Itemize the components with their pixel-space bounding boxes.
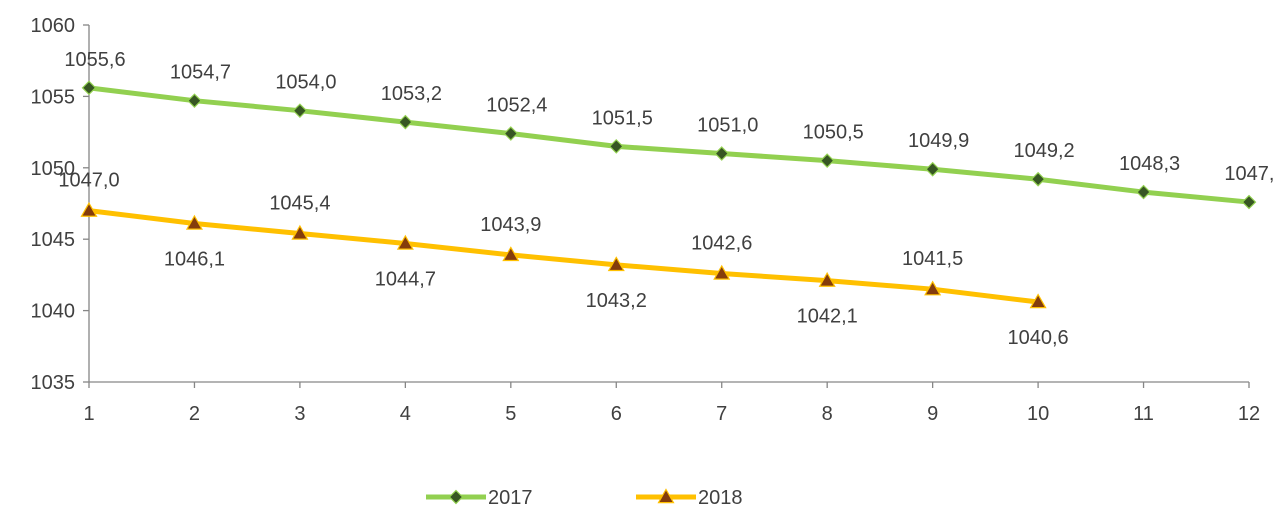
- x-tick-label: 10: [1027, 403, 1049, 425]
- data-point-2018-9: [924, 280, 942, 296]
- x-tick-label: 4: [400, 403, 411, 425]
- y-tick-label: 1040: [31, 301, 76, 323]
- series-line-2018: [86, 208, 1041, 305]
- data-point-2017-6: [608, 139, 624, 154]
- data-label-2017-10: 1049,2: [1014, 140, 1075, 162]
- x-tick-label: 7: [716, 403, 727, 425]
- data-label-2017-11: 1048,3: [1119, 153, 1180, 175]
- data-label-2018-9: 1041,5: [902, 248, 963, 270]
- x-tick-label: 8: [822, 403, 833, 425]
- legend-label-2018: 2018: [698, 487, 743, 509]
- data-point-2017-5: [503, 126, 519, 141]
- data-point-2017-8: [819, 153, 835, 169]
- data-label-2018-7: 1042,6: [691, 232, 752, 254]
- series-layer: [80, 80, 1257, 309]
- x-tick-label: 1: [83, 403, 94, 425]
- data-label-2018-5: 1043,9: [480, 214, 541, 236]
- data-label-2017-8: 1050,5: [803, 122, 864, 144]
- data-label-2018-2: 1046,1: [164, 248, 225, 270]
- data-label-2018-8: 1042,1: [797, 306, 858, 328]
- x-tick-label: 9: [927, 403, 938, 425]
- data-point-2018-5: [502, 246, 520, 262]
- legend-marker-2018: [657, 488, 675, 504]
- legend-marker-2017: [448, 489, 464, 505]
- y-tick-label: 1050: [31, 158, 76, 180]
- data-point-2017-2: [187, 93, 202, 109]
- x-tick-label: 3: [294, 403, 305, 425]
- data-point-2018-7: [713, 264, 731, 280]
- x-tick-label: 12: [1238, 403, 1260, 425]
- data-point-2017-9: [925, 161, 940, 177]
- data-point-2018-6: [607, 256, 625, 272]
- data-point-2018-3: [291, 224, 309, 240]
- data-label-2017-1: 1055,6: [64, 49, 125, 71]
- data-point-2018-10: [1029, 293, 1047, 309]
- data-point-2018-1: [80, 201, 98, 217]
- data-point-2017-7: [714, 146, 730, 161]
- data-label-2018-4: 1044,7: [375, 268, 436, 290]
- series-2018: [80, 201, 1047, 309]
- x-tick-label: 2: [189, 403, 200, 425]
- data-label-2017-7: 1051,0: [697, 115, 758, 137]
- data-label-2018-10: 1040,6: [1008, 327, 1069, 349]
- series-2017: [81, 80, 1257, 210]
- data-point-2017-11: [1136, 184, 1151, 200]
- legend-label-2017: 2017: [488, 487, 533, 509]
- data-label-2017-4: 1053,2: [381, 83, 442, 105]
- data-point-2018-2: [185, 214, 203, 230]
- x-tick-label: 6: [611, 403, 622, 425]
- data-point-2017-10: [1030, 171, 1046, 187]
- data-point-2017-4: [398, 114, 413, 130]
- data-point-2018-4: [396, 234, 414, 250]
- legend: 2017 2018: [426, 487, 743, 509]
- data-label-2018-6: 1043,2: [586, 290, 647, 312]
- data-label-2017-5: 1052,4: [486, 95, 547, 117]
- y-tick-label: 1035: [31, 372, 76, 394]
- y-tick-label: 1045: [31, 229, 76, 251]
- data-point-2017-3: [292, 103, 308, 119]
- legend-entry-2018: 2018: [636, 487, 743, 509]
- data-label-2017-6: 1051,5: [592, 107, 653, 129]
- data-label-2017-3: 1054,0: [275, 72, 336, 94]
- data-label-2017-9: 1049,9: [908, 130, 969, 152]
- data-point-2017-12: [1241, 194, 1257, 210]
- data-point-2018-8: [818, 271, 836, 287]
- data-point-2017-1: [81, 80, 97, 96]
- data-label-2018-3: 1045,4: [269, 192, 330, 214]
- x-tick-label: 5: [505, 403, 516, 425]
- y-tick-label: 1055: [31, 86, 76, 108]
- data-label-2017-2: 1054,7: [170, 62, 231, 84]
- data-labels: 1055,6 1054,7 1054,0 1053,2 1052,4 1051,5 1051…: [58, 49, 1273, 349]
- series-line-2017: [86, 85, 1252, 205]
- x-tick-label: 11: [1133, 403, 1154, 425]
- data-label-2018-1: 1047,0: [58, 170, 119, 192]
- legend-entry-2017: 2017: [426, 487, 533, 509]
- data-label-2017-12: 1047,6: [1224, 163, 1273, 185]
- y-tick-label: 1060: [31, 15, 76, 37]
